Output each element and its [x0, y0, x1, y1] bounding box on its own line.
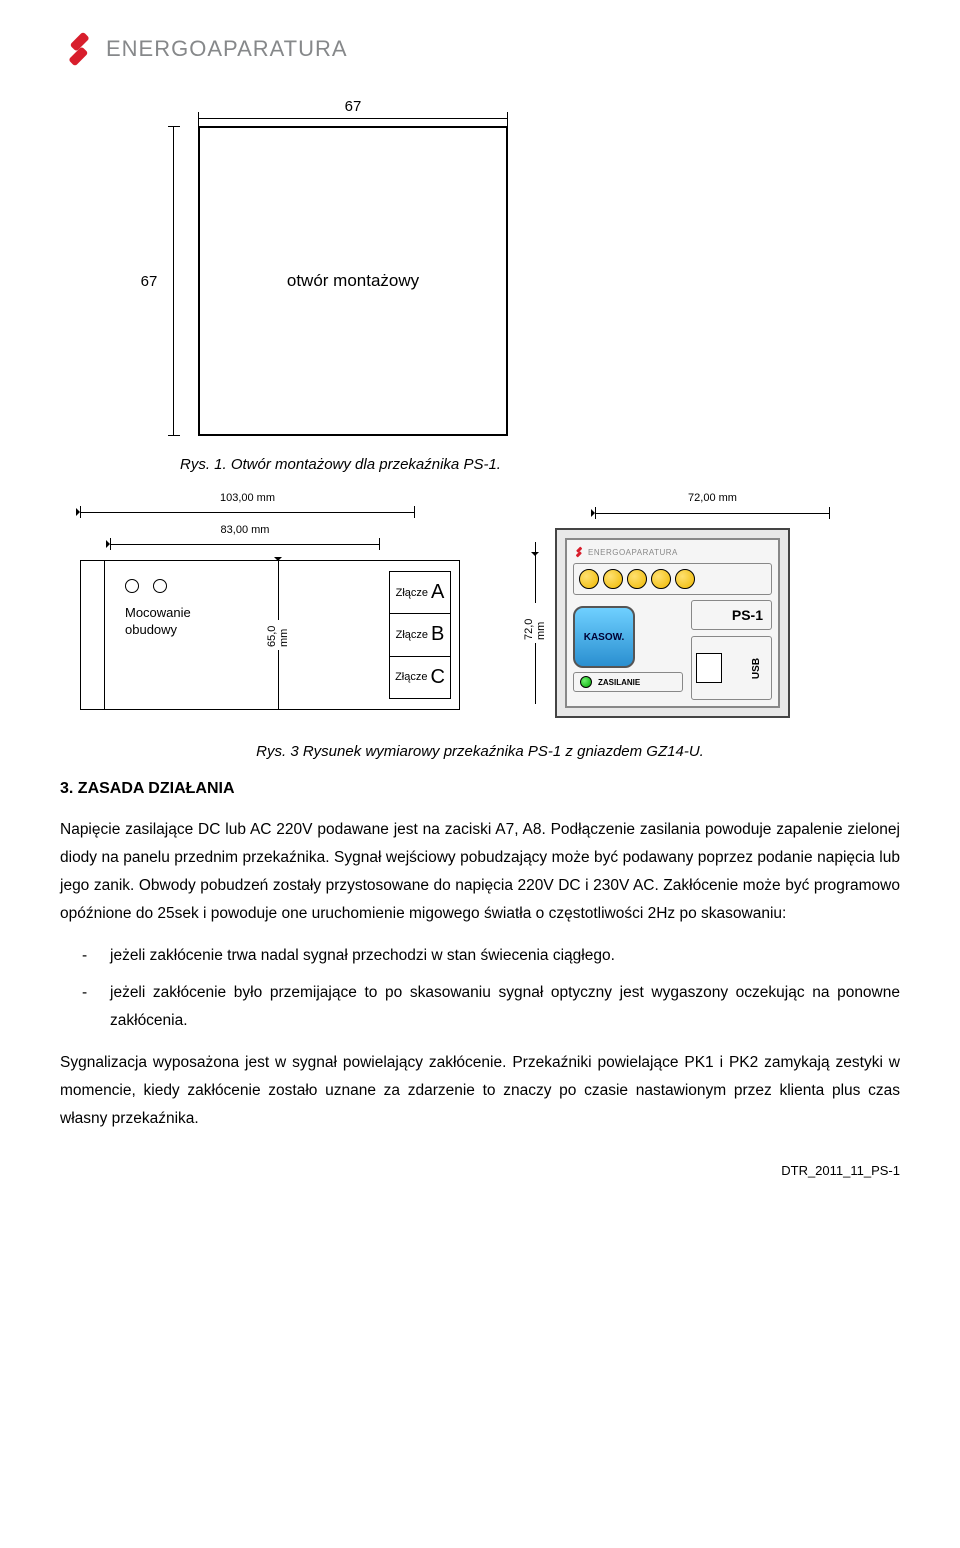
figure-2: 103,00 mm 83,00 mm Mocowanie obudowy — [80, 498, 900, 718]
front-panel: ENERGOAPARATURA KASOW. ZASILANIE — [555, 528, 790, 718]
fig2-side-view: 103,00 mm 83,00 mm Mocowanie obudowy — [80, 498, 460, 718]
screw-holes — [125, 579, 191, 593]
kasow-button: KASOW. — [573, 606, 635, 668]
side-box: Mocowanie obudowy 65,0 mm Złącze A Złącz… — [104, 560, 460, 710]
fig2-caption: Rys. 3 Rysunek wymiarowy przekaźnika PS-… — [60, 743, 900, 760]
logo-text: ENERGOAPARATURA — [106, 36, 348, 62]
section-title: 3. ZASADA DZIAŁANIA — [60, 780, 900, 798]
paragraph-1: Napięcie zasilające DC lub AC 220V podaw… — [60, 816, 900, 928]
panel-leds — [573, 563, 772, 595]
fig1-dim-left-value: 67 — [141, 273, 158, 290]
fig1-center-label: otwór montażowy — [287, 271, 419, 291]
dim-65: 65,0 mm — [263, 561, 293, 709]
fig2-front-view: 72,00 mm 72,0 mm ENERGOAPARATU — [515, 498, 855, 718]
ps1-label: PS-1 — [691, 600, 772, 630]
fig1-dim-top: 67 — [198, 98, 508, 126]
panel-brand: ENERGOAPARATURA — [573, 546, 772, 558]
figure-1: 67 67 otwór montażowy — [110, 98, 570, 436]
paragraph-2: Sygnalizacja wyposażona jest w sygnał po… — [60, 1049, 900, 1133]
bullet-1: jeżeli zakłócenie trwa nadal sygnał prze… — [110, 942, 900, 970]
dim-83: 83,00 mm — [110, 530, 380, 558]
mount-plate — [80, 560, 104, 710]
panel-logo-icon — [573, 546, 585, 558]
logo-icon — [60, 30, 98, 68]
usb-port: USB — [691, 636, 772, 700]
footer: DTR_2011_11_PS-1 — [60, 1163, 900, 1178]
fig1-opening-box: otwór montażowy — [198, 126, 508, 436]
bullet-2: jeżeli zakłócenie było przemijające to p… — [110, 979, 900, 1035]
mount-label: Mocowanie obudowy — [125, 605, 191, 639]
header-logo: ENERGOAPARATURA — [60, 30, 900, 68]
zasilanie-indicator: ZASILANIE — [573, 672, 683, 692]
fig1-dim-left: 67 — [110, 126, 198, 436]
fig1-caption: Rys. 1. Otwór montażowy dla przekaźnika … — [180, 456, 900, 473]
fig1-dim-top-value: 67 — [345, 98, 362, 115]
bullet-list: jeżeli zakłócenie trwa nadal sygnał prze… — [60, 942, 900, 1036]
connector-stack: Złącze A Złącze B Złącze C — [389, 571, 451, 699]
dim-72-top: 72,00 mm — [595, 498, 830, 528]
dim-72-side: 72,0 mm — [515, 528, 555, 718]
dim-103: 103,00 mm — [80, 498, 415, 526]
